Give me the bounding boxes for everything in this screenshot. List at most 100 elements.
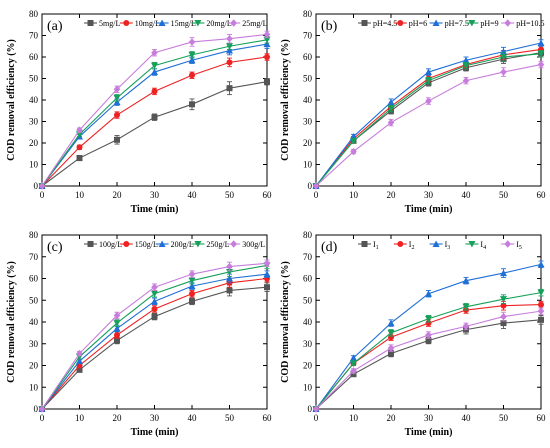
data-point <box>76 349 83 358</box>
x-tick-label: 0 <box>40 413 45 423</box>
data-point <box>500 312 507 321</box>
legend-label: 200g/L <box>171 240 194 249</box>
data-point <box>151 49 158 57</box>
data-point <box>350 137 357 145</box>
data-point <box>188 270 196 278</box>
legend-label-subscript: 5 <box>519 245 522 251</box>
y-tick-label: 70 <box>29 252 39 262</box>
legend-label: 150g/L <box>135 240 158 249</box>
legend-label: 25mg/L <box>242 19 267 28</box>
data-point <box>387 105 395 113</box>
y-tick-label: 60 <box>303 52 313 62</box>
data-point <box>38 182 46 190</box>
legend: pH=4.5 pH=6 pH=7.5 pH=9 pH=10.5 <box>358 19 544 28</box>
data-point <box>113 311 121 320</box>
data-point <box>188 51 196 59</box>
legend-label: 300g/L <box>242 240 265 249</box>
y-tick-label: 40 <box>29 95 39 105</box>
y-tick-label: 30 <box>303 339 313 349</box>
x-tick-label: 10 <box>75 190 85 200</box>
x-tick-label: 30 <box>150 190 160 200</box>
legend-marker <box>468 241 476 248</box>
series-3 <box>312 39 545 189</box>
legend: 100g/L 150g/L 200g/L 250g/L 300g/L <box>84 240 265 249</box>
legend-label: pH=4.5 <box>373 19 397 28</box>
data-point <box>387 329 395 337</box>
data-point <box>264 78 270 85</box>
data-point <box>462 322 470 331</box>
data-point <box>189 298 195 305</box>
data-point <box>312 405 320 413</box>
data-point <box>500 269 507 277</box>
y-tick-label: 60 <box>29 52 39 62</box>
y-tick-label: 30 <box>303 117 313 127</box>
x-axis-title: Time (min) <box>405 204 453 215</box>
x-tick-label: 30 <box>150 413 160 423</box>
data-point <box>537 289 545 297</box>
data-point <box>38 405 46 413</box>
legend-marker <box>504 19 511 27</box>
y-axis-title: COD removal efficiency (%) <box>280 261 291 383</box>
data-point <box>263 30 271 39</box>
series-4 <box>38 36 271 190</box>
legend-marker <box>123 20 130 26</box>
panel-3: 0 10 20 30 40 50 60 0 10 20 30 40 50 60 70 80 Time (min)… <box>6 230 272 438</box>
y-tick-label: 0 <box>308 181 313 191</box>
legend-label-subscript: 3 <box>447 245 450 251</box>
data-point <box>114 112 120 119</box>
series-5 <box>312 60 545 190</box>
data-point <box>537 50 545 58</box>
series-4 <box>312 288 545 413</box>
data-point <box>226 43 233 50</box>
x-tick-label: 0 <box>314 190 319 200</box>
y-axis-title: COD removal efficiency (%) <box>280 39 291 161</box>
legend-marker <box>397 241 404 247</box>
x-tick-label: 40 <box>188 413 198 423</box>
data-point <box>350 367 357 375</box>
legend-label: pH=7.5 <box>445 19 469 28</box>
data-point <box>76 155 83 162</box>
legend-marker <box>397 20 404 26</box>
data-point <box>189 290 195 297</box>
x-tick-label: 20 <box>387 190 397 200</box>
data-point <box>538 301 544 308</box>
data-point <box>151 297 158 305</box>
data-point <box>537 39 545 47</box>
legend-label: 5mg/L <box>99 19 120 28</box>
data-point <box>151 313 158 320</box>
x-tick-label: 60 <box>263 190 273 200</box>
data-point <box>500 296 507 303</box>
legend-label: I3 <box>445 240 451 251</box>
legend-label: 100g/L <box>99 240 122 249</box>
x-tick-label: 10 <box>75 413 85 423</box>
legend-label: I1 <box>373 240 379 251</box>
data-point <box>462 277 470 284</box>
x-tick-label: 20 <box>387 413 397 423</box>
data-point <box>263 259 271 267</box>
legend-label: 250g/L <box>206 240 229 249</box>
x-tick-label: 30 <box>424 413 434 423</box>
data-point <box>188 282 196 290</box>
legend-label-subscript: 1 <box>376 245 379 251</box>
legend-marker <box>432 240 440 247</box>
x-tick-label: 40 <box>188 190 198 200</box>
data-point <box>425 97 432 105</box>
legend: I1 I2 I3 I4 I5 <box>358 240 522 251</box>
data-point <box>537 307 545 315</box>
series-1 <box>39 78 270 189</box>
data-point <box>189 72 195 79</box>
data-point <box>226 59 233 66</box>
x-tick-label: 20 <box>113 413 123 423</box>
y-tick-label: 20 <box>303 361 313 371</box>
legend-label: I4 <box>480 240 486 251</box>
data-point <box>114 136 120 143</box>
legend-label: 20mg/L <box>206 19 231 28</box>
panel-label: (a) <box>47 19 63 34</box>
data-point <box>188 38 196 46</box>
data-point <box>263 270 271 278</box>
series-2 <box>313 45 544 189</box>
y-tick-label: 0 <box>308 404 313 414</box>
y-tick-label: 30 <box>29 339 39 349</box>
x-tick-label: 50 <box>225 413 235 423</box>
y-tick-label: 20 <box>29 361 39 371</box>
